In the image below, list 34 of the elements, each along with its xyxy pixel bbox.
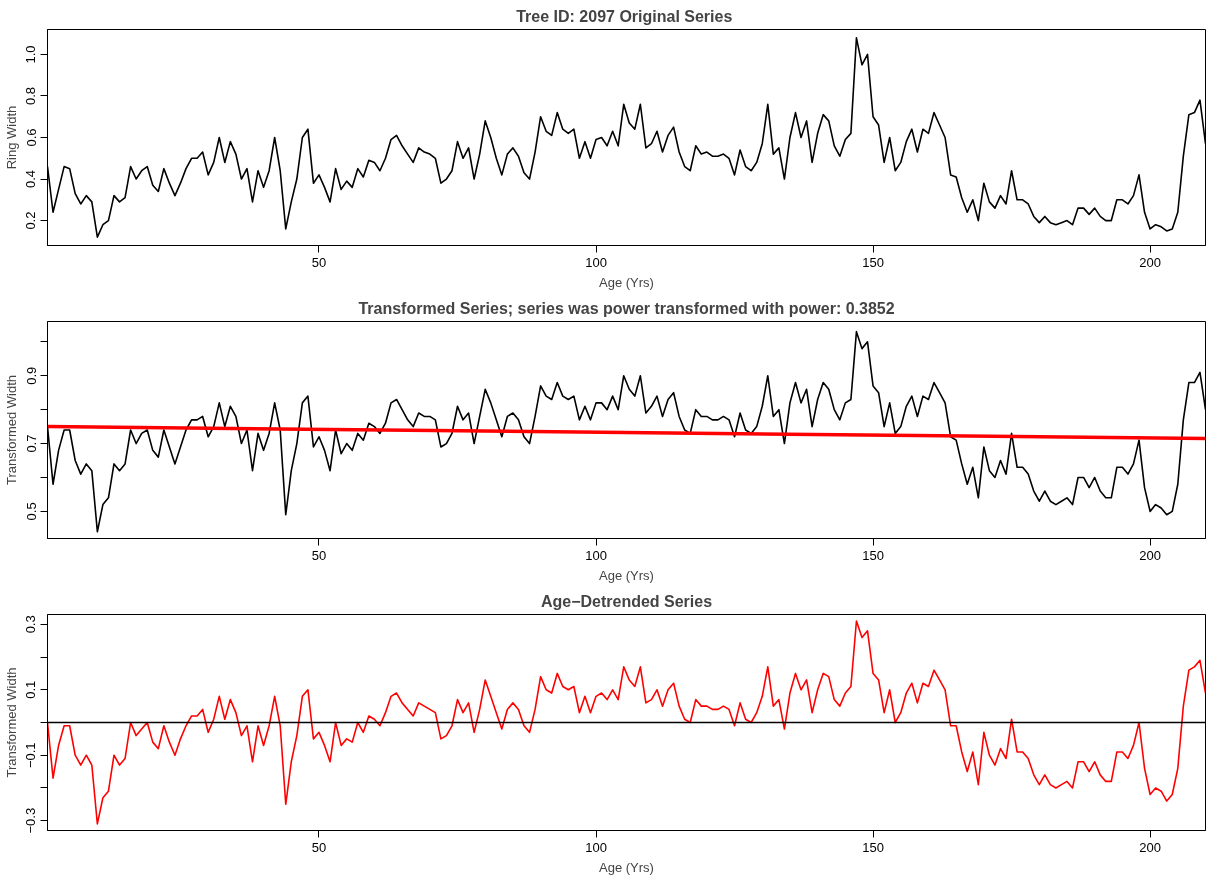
x-tick-label: 200 (1139, 839, 1161, 855)
y-tick-label: 1.0 (23, 45, 39, 64)
y-tick-label: −0.3 (23, 807, 39, 834)
x-tick-label: 100 (585, 547, 607, 563)
x-tick-label: 200 (1139, 547, 1161, 563)
x-tick-label: 150 (862, 254, 884, 270)
y-tick-label: 0.2 (23, 211, 39, 230)
y-axis-title: Transformed Width (3, 374, 19, 486)
y-tick-label: −0.1 (23, 742, 39, 769)
x-tick-label: 100 (585, 839, 607, 855)
y-tick-label: 0.1 (23, 680, 39, 699)
y-tick-label: 0.5 (23, 502, 39, 521)
y-tick-label: 0.7 (23, 434, 39, 453)
x-axis-title: Age (Yrs) (599, 274, 654, 290)
line-series (47, 620, 1206, 825)
chart-title: Tree ID: 2097 Original Series (516, 7, 733, 25)
x-tick-label: 200 (1139, 254, 1161, 270)
y-axis-title: Ring Width (3, 105, 19, 170)
x-tick-label: 150 (862, 547, 884, 563)
x-axis-title: Age (Yrs) (599, 859, 654, 875)
y-tick-label: 0.6 (23, 128, 39, 147)
x-tick-label: 150 (862, 839, 884, 855)
x-tick-label: 50 (311, 254, 327, 270)
y-tick-label: 0.9 (23, 366, 39, 385)
y-tick-label: 0.3 (23, 615, 39, 634)
chart-title: Transformed Series; series was power transformed with power: 0.3852 (358, 299, 895, 317)
y-tick-label: 0.8 (23, 86, 39, 105)
x-tick-label: 50 (311, 839, 327, 855)
x-tick-label: 50 (311, 547, 327, 563)
chart-title: Age−Detrended Series (540, 592, 713, 610)
y-tick-label: 0.4 (23, 170, 39, 189)
x-tick-label: 100 (585, 254, 607, 270)
x-axis-title: Age (Yrs) (599, 567, 654, 583)
y-axis-title: Transformed Width (3, 667, 19, 778)
